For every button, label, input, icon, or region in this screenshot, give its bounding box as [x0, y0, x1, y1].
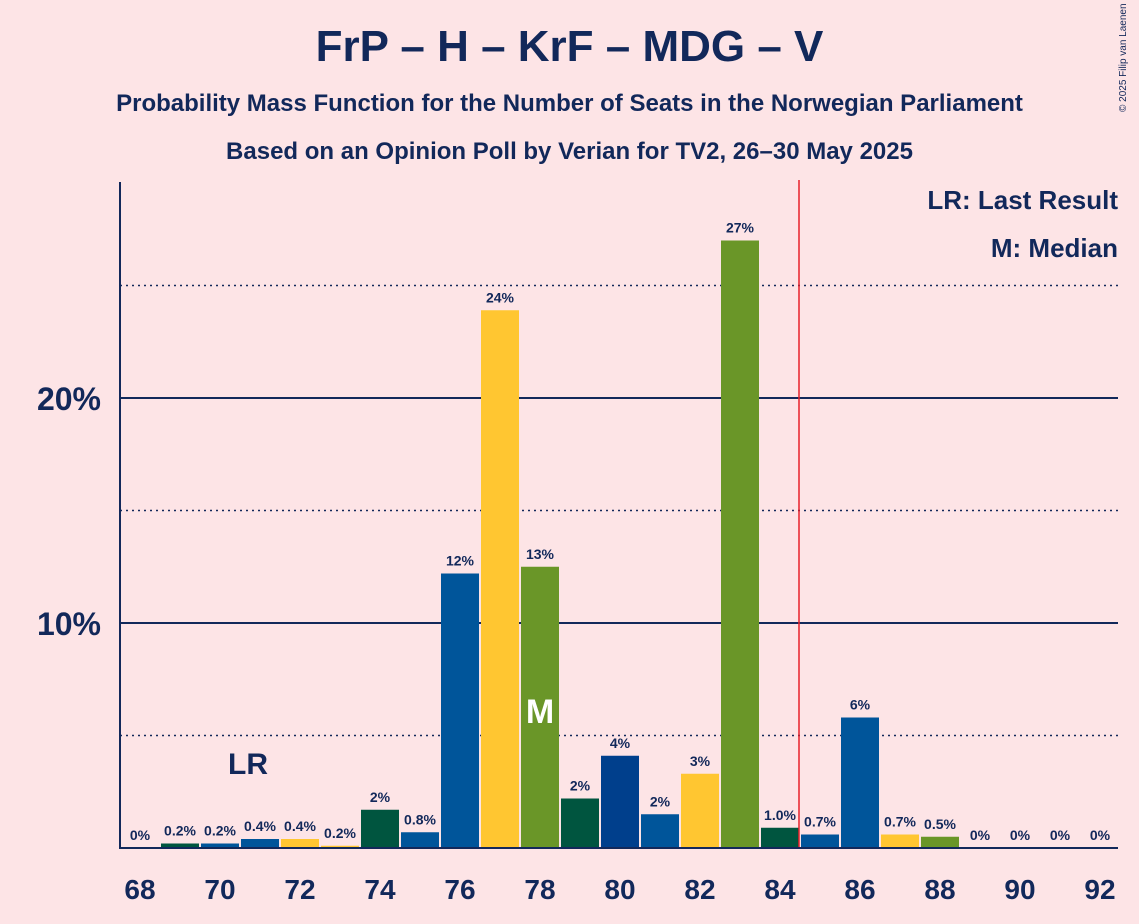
x-tick-label: 80 [604, 874, 635, 905]
bar-label-seat-83: 27% [726, 220, 755, 236]
bar-seat-74 [361, 809, 399, 848]
bar-seat-80 [601, 755, 639, 848]
bar-seat-75 [401, 832, 439, 848]
bar-label-seat-79: 2% [570, 778, 591, 794]
legend-last-result: LR: Last Result [927, 185, 1118, 215]
bar-label-seat-80: 4% [610, 735, 631, 751]
bar-seat-76 [441, 573, 479, 848]
x-tick-label: 84 [764, 874, 796, 905]
x-tick-label: 78 [524, 874, 555, 905]
legend: LR: Last Result M: Median [927, 185, 1118, 263]
bar-label-seat-76: 12% [446, 553, 475, 569]
chart-subtitle: Probability Mass Function for the Number… [116, 90, 1023, 117]
bar-label-seat-86: 6% [850, 697, 871, 713]
y-tick-label: 20% [37, 381, 101, 417]
bar-label-seat-92: 0% [1090, 827, 1111, 843]
x-tick-label: 74 [364, 874, 396, 905]
bar-seat-84 [761, 827, 799, 848]
bar-label-seat-72: 0.4% [284, 818, 316, 834]
bar-label-seat-77: 24% [486, 289, 515, 305]
bar-label-seat-81: 2% [650, 793, 671, 809]
axes: 10% 20% 68 70 72 74 76 78 80 82 84 86 88 90 92 [37, 180, 1118, 905]
bar-label-seat-90: 0% [1010, 827, 1031, 843]
bar-label-seat-89: 0% [970, 827, 991, 843]
x-tick-label: 76 [444, 874, 475, 905]
bars [161, 240, 959, 848]
bar-seat-72 [281, 839, 319, 848]
bar-label-seat-91: 0% [1050, 827, 1071, 843]
gridlines [120, 284, 1118, 737]
bar-label-seat-71: 0.4% [244, 818, 276, 834]
legend-median: M: Median [991, 233, 1118, 263]
bar-label-seat-78: 13% [526, 546, 555, 562]
last-result-marker: LR [228, 748, 268, 781]
chart-title: FrP – H – KrF – MDG – V [315, 22, 824, 71]
bar-label-seat-75: 0.8% [404, 811, 436, 827]
x-tick-label: 82 [684, 874, 715, 905]
bar-label-seat-84: 1.0% [764, 807, 796, 823]
bar-seat-70 [201, 843, 239, 848]
x-tick-label: 90 [1004, 874, 1035, 905]
bar-label-seat-74: 2% [370, 789, 391, 805]
bar-label-seat-87: 0.7% [884, 814, 916, 830]
bar-seat-86 [841, 717, 879, 848]
x-tick-label: 68 [124, 874, 155, 905]
bar-label-seat-69: 0.2% [164, 823, 196, 839]
bar-seat-71 [241, 839, 279, 848]
bar-label-seat-85: 0.7% [804, 814, 836, 830]
bar-seat-87 [881, 834, 919, 848]
x-tick-label: 86 [844, 874, 875, 905]
bar-seat-81 [641, 814, 679, 848]
bar-label-seat-88: 0.5% [924, 816, 956, 832]
bar-labels: 0% 0.2% 0.2% 0.4% 0.4% 0.2% 2% 0.8% 12% 24% 13% 2% 4… [130, 220, 1111, 844]
x-tick-label: 88 [924, 874, 955, 905]
bar-seat-88 [921, 836, 959, 848]
bar-seat-85 [801, 834, 839, 848]
bar-label-seat-73: 0.2% [324, 825, 356, 841]
bar-seat-83 [721, 240, 759, 848]
bar-label-seat-82: 3% [690, 753, 711, 769]
bar-seat-69 [161, 843, 199, 848]
y-tick-label: 10% [37, 606, 101, 642]
x-tick-label: 92 [1084, 874, 1115, 905]
bar-seat-77 [481, 310, 519, 848]
x-tick-label: 70 [204, 874, 235, 905]
bar-label-seat-68: 0% [130, 827, 151, 843]
median-marker: M [526, 693, 554, 731]
bar-seat-79 [561, 798, 599, 848]
bar-seat-73 [321, 845, 359, 848]
bar-label-seat-70: 0.2% [204, 823, 236, 839]
x-tick-label: 72 [284, 874, 315, 905]
bar-seat-82 [681, 773, 719, 848]
bar-seat-78 [521, 566, 559, 848]
chart-poll-source: Based on an Opinion Poll by Verian for T… [226, 138, 913, 165]
